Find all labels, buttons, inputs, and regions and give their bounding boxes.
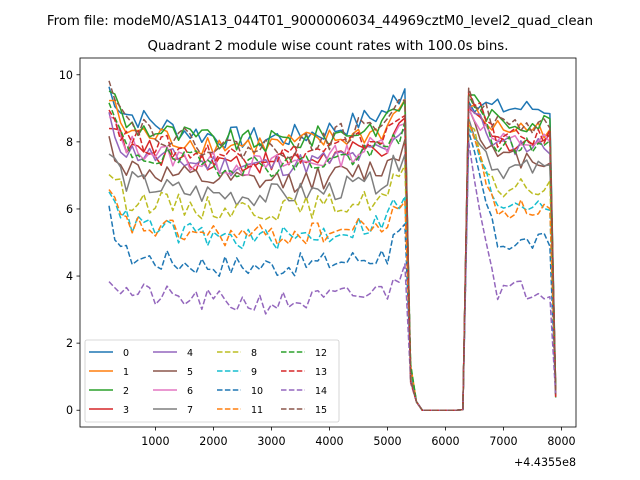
figure-suptitle: From file: modeM0/AS1A13_044T01_90000060… xyxy=(47,14,593,29)
legend-label-15: 15 xyxy=(315,405,327,416)
legend-label-7: 7 xyxy=(187,405,193,416)
y-tick-label: 10 xyxy=(59,69,73,82)
legend-label-2: 2 xyxy=(123,386,129,397)
legend-label-4: 4 xyxy=(187,348,193,359)
series-line-14 xyxy=(108,141,557,411)
x-tick-label: 8000 xyxy=(547,435,575,448)
series-line-7 xyxy=(108,117,557,411)
x-axis-offset-label: +4.4355e8 xyxy=(514,456,576,469)
legend-label-13: 13 xyxy=(315,367,327,378)
legend-label-10: 10 xyxy=(251,386,263,397)
series-line-2 xyxy=(108,90,557,411)
legend-label-1: 1 xyxy=(123,367,129,378)
chart-title: Quadrant 2 module wise count rates with … xyxy=(148,39,509,54)
y-tick-label: 6 xyxy=(66,203,73,216)
series-line-13 xyxy=(108,90,557,411)
x-tick-label: 7000 xyxy=(489,435,517,448)
y-tick-label: 2 xyxy=(66,337,73,350)
legend-label-12: 12 xyxy=(315,348,327,359)
axes-frame xyxy=(79,57,577,428)
legend-label-3: 3 xyxy=(123,405,129,416)
y-axis-ticks: 0 2 4 6 8 10 xyxy=(59,69,80,417)
y-tick-label: 4 xyxy=(66,270,73,283)
series-line-15 xyxy=(108,80,557,411)
x-tick-label: 1000 xyxy=(141,435,169,448)
legend-label-11: 11 xyxy=(251,405,263,416)
x-tick-label: 5000 xyxy=(373,435,401,448)
legend-label-14: 14 xyxy=(315,386,327,397)
series-line-10 xyxy=(108,131,557,411)
legend-label-0: 0 xyxy=(123,348,129,359)
legend-label-5: 5 xyxy=(187,367,193,378)
x-axis-ticks: 1000 2000 3000 4000 5000 6000 7000 8000 xyxy=(141,427,576,448)
legend-box xyxy=(84,339,340,423)
x-tick-label: 3000 xyxy=(257,435,285,448)
y-tick-label: 0 xyxy=(66,404,73,417)
legend-label-8: 8 xyxy=(251,348,257,359)
plot-area xyxy=(79,57,577,428)
x-tick-label: 6000 xyxy=(431,435,459,448)
series-line-5 xyxy=(108,107,557,411)
y-tick-label: 8 xyxy=(66,136,73,149)
x-tick-label: 4000 xyxy=(315,435,343,448)
series-layer xyxy=(108,80,557,411)
legend-label-9: 9 xyxy=(251,367,257,378)
x-tick-label: 2000 xyxy=(199,435,227,448)
series-line-9 xyxy=(108,127,557,411)
series-line-11 xyxy=(108,120,557,411)
series-line-12 xyxy=(108,94,557,411)
legend-label-6: 6 xyxy=(187,386,193,397)
series-line-4 xyxy=(108,104,557,411)
